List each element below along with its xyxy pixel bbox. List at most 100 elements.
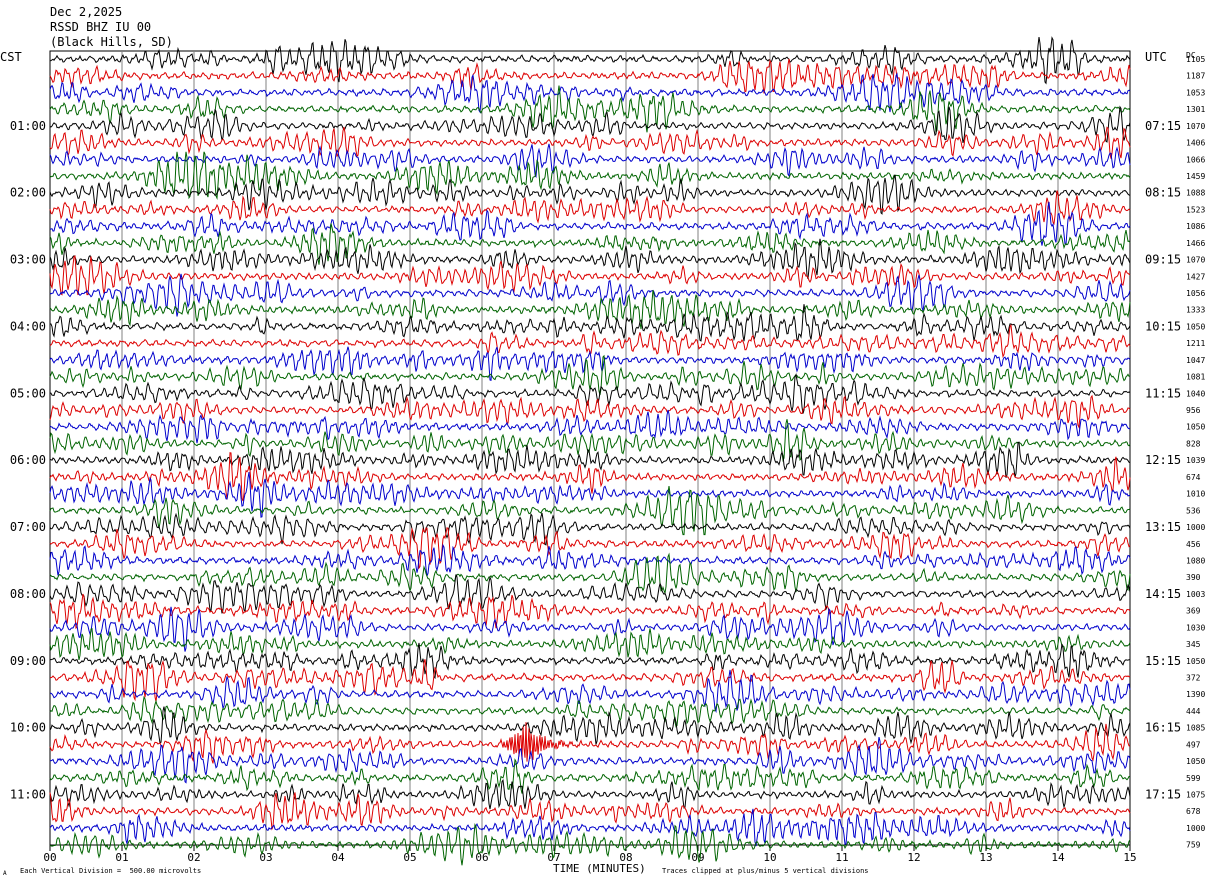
- seismic-trace: [49, 472, 1131, 518]
- seismic-trace: [49, 190, 1131, 226]
- x-tick-label: 01: [115, 851, 128, 864]
- seismic-trace: [49, 289, 1131, 330]
- seismic-trace: [49, 126, 1131, 159]
- header-date: Dec 2,2025: [50, 5, 123, 19]
- right-hour-label: 11:15: [1145, 386, 1181, 400]
- plot-frame: [49, 50, 1131, 846]
- dc-offset-label: 1406: [1186, 139, 1205, 148]
- header-location: (Black Hills, SD): [50, 35, 173, 49]
- dc-offset-label: 369: [1186, 607, 1201, 616]
- seismic-trace: [49, 452, 1131, 502]
- dc-offset-label: 828: [1186, 439, 1201, 448]
- right-hour-label: 16:15: [1145, 721, 1181, 735]
- left-hour-label: 07:00: [10, 520, 46, 534]
- left-hour-label: 02:00: [10, 186, 46, 200]
- dc-offset-label: 956: [1186, 406, 1201, 415]
- seismic-trace: [49, 642, 1130, 680]
- dc-offset-label: 1086: [1186, 222, 1205, 231]
- seismic-trace: [49, 593, 1131, 630]
- right-hour-label: 15:15: [1145, 654, 1181, 668]
- dc-offset-label: 1000: [1186, 523, 1205, 532]
- dc-offset-label: 1066: [1186, 155, 1205, 164]
- dc-offset-label: 1211: [1186, 339, 1205, 348]
- x-tick-label: 15: [1123, 851, 1136, 864]
- dc-offset-label: 759: [1186, 841, 1201, 850]
- dc-offset-label: 390: [1186, 573, 1201, 582]
- seismic-trace: [49, 85, 1131, 134]
- right-hour-label: 17:15: [1145, 787, 1181, 801]
- dc-offset-label: 1105: [1186, 55, 1205, 64]
- seismic-trace: [49, 543, 1131, 577]
- dc-offset-label: 1081: [1186, 373, 1205, 382]
- dc-offset-label: 1459: [1186, 172, 1205, 181]
- left-hour-label: 01:00: [10, 119, 46, 133]
- left-axis-label: CST: [0, 50, 22, 64]
- seismic-trace: [49, 779, 1131, 810]
- x-tick-label: 10: [763, 851, 776, 864]
- dc-offset-label: 1333: [1186, 306, 1205, 315]
- dc-offset-label: 444: [1186, 707, 1201, 716]
- dc-offset-label: 1050: [1186, 757, 1205, 766]
- seismic-trace: [49, 722, 1131, 764]
- seismic-trace: [50, 669, 1131, 714]
- seismic-trace: [49, 486, 1131, 536]
- seismic-trace: [49, 659, 1131, 702]
- right-top-label: DC: [1186, 51, 1196, 60]
- seismic-trace: [49, 143, 1131, 179]
- dc-offset-label: 1000: [1186, 824, 1205, 833]
- left-hour-label: 03:00: [10, 253, 46, 267]
- footer-corner-mark: A: [3, 870, 7, 877]
- dc-offset-label: 1080: [1186, 556, 1205, 565]
- seismic-trace: [49, 346, 1131, 381]
- seismic-trace: [49, 36, 1131, 85]
- seismic-trace: [50, 736, 1131, 784]
- seismic-trace: [49, 223, 1131, 265]
- seismic-trace: [49, 304, 1131, 342]
- dc-offset-label: 1075: [1186, 790, 1205, 799]
- dc-offset-label: 1427: [1186, 272, 1205, 281]
- right-hour-label: 09:15: [1145, 253, 1181, 267]
- x-tick-label: 12: [907, 851, 920, 864]
- seismic-trace: [49, 201, 1131, 246]
- x-tick-label: 04: [331, 851, 345, 864]
- seismic-trace: [49, 822, 1131, 866]
- dc-offset-label: 1039: [1186, 456, 1205, 465]
- x-tick-label: 03: [259, 851, 272, 864]
- seismic-trace: [49, 394, 1131, 429]
- right-hour-label: 12:15: [1145, 453, 1181, 467]
- dc-offset-label: 497: [1186, 740, 1201, 749]
- seismic-trace: [49, 105, 1131, 144]
- seismic-trace: [49, 527, 1131, 570]
- footer-clip-note: Traces clipped at plus/minus 5 vertical …: [662, 867, 869, 875]
- right-hour-label: 10:15: [1145, 319, 1181, 333]
- seismic-trace: [49, 255, 1131, 296]
- seismic-trace: [49, 695, 1131, 728]
- dc-offset-label: 1030: [1186, 623, 1205, 632]
- seismic-trace: [49, 552, 1131, 596]
- x-tick-label: 02: [187, 851, 200, 864]
- right-hour-label: 07:15: [1145, 119, 1181, 133]
- dc-offset-label: 599: [1186, 774, 1201, 783]
- x-tick-label: 08: [619, 851, 632, 864]
- dc-offset-label: 1003: [1186, 590, 1205, 599]
- dc-offset-label: 1088: [1186, 189, 1205, 198]
- x-tick-label: 13: [979, 851, 992, 864]
- seismic-trace: [49, 58, 1131, 94]
- right-hour-label: 08:15: [1145, 186, 1181, 200]
- dc-offset-label: 1050: [1186, 657, 1205, 666]
- left-hour-label: 04:00: [10, 319, 46, 333]
- x-axis-title: TIME (MINUTES): [553, 862, 646, 875]
- seismic-trace: [49, 758, 1130, 794]
- dc-offset-label: 674: [1186, 473, 1201, 482]
- left-hour-label: 10:00: [10, 721, 46, 735]
- dc-offset-label: 1070: [1186, 256, 1205, 265]
- dc-offset-label: 1050: [1186, 322, 1205, 331]
- dc-offset-label: 1010: [1186, 490, 1205, 499]
- right-axis-label: UTC: [1145, 50, 1167, 64]
- dc-offset-label: 1070: [1186, 122, 1205, 131]
- seismic-trace: [49, 72, 1131, 114]
- seismic-trace: [49, 174, 1131, 215]
- x-tick-label: 14: [1051, 851, 1065, 864]
- seismic-trace: [49, 792, 1131, 831]
